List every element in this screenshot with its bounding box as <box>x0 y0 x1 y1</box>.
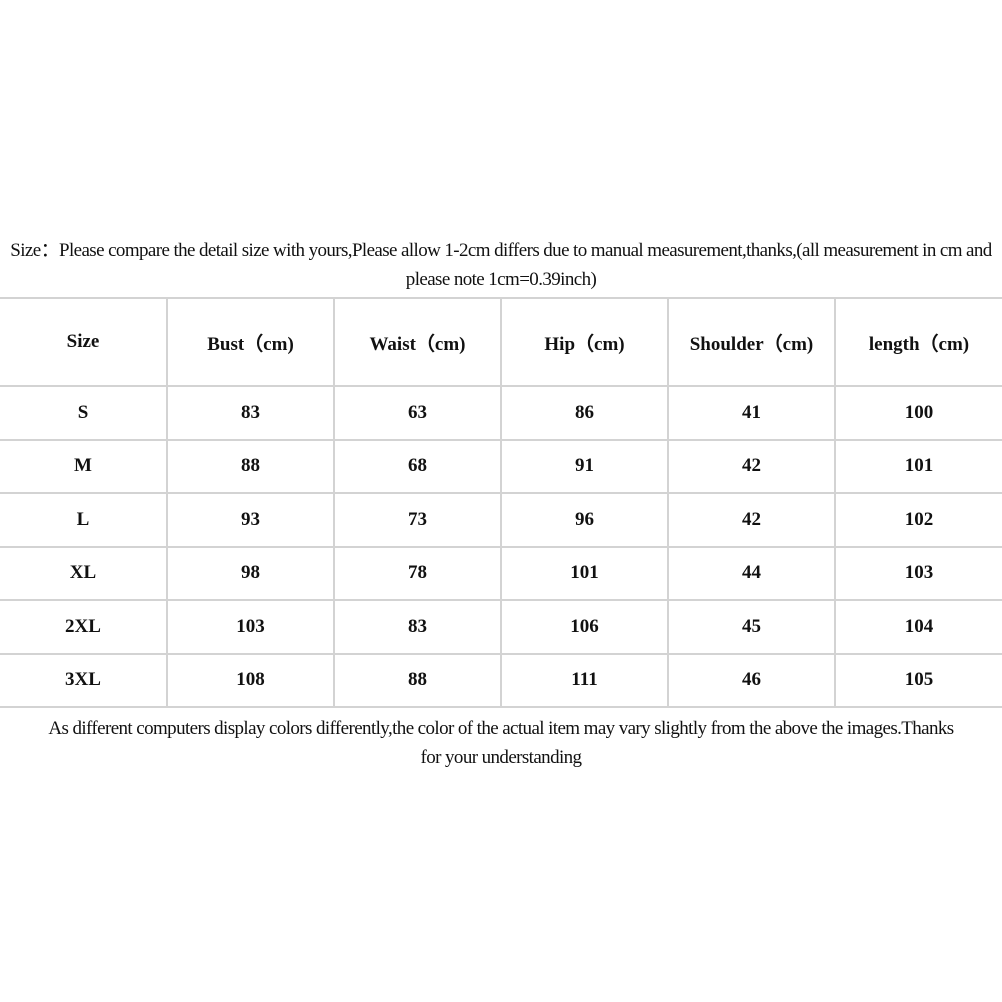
table-cell: 101 <box>834 438 1002 494</box>
table-cell: 73 <box>333 492 502 548</box>
table-cell: 41 <box>667 385 836 441</box>
table-cell: 96 <box>500 492 669 548</box>
size-chart-table: Size Bust（cm) Waist（cm) Hip（cm) Shoulder（cm)… <box>0 297 1002 708</box>
table-cell: 105 <box>834 652 1002 708</box>
table-cell: XL <box>0 545 168 601</box>
column-header: Shoulder（cm) <box>667 297 836 387</box>
table-cell: 46 <box>667 652 836 708</box>
table-cell: 2XL <box>0 599 168 655</box>
column-header: Bust（cm) <box>166 297 335 387</box>
table-cell: 83 <box>166 385 335 441</box>
table-cell: 88 <box>333 652 502 708</box>
table-cell: 103 <box>834 545 1002 601</box>
table-cell: 98 <box>166 545 335 601</box>
table-cell: 104 <box>834 599 1002 655</box>
table-cell: 102 <box>834 492 1002 548</box>
table-cell: 91 <box>500 438 669 494</box>
table-cell: 106 <box>500 599 669 655</box>
table-row: S 83 63 86 41 100 <box>0 385 1002 441</box>
table-cell: 68 <box>333 438 502 494</box>
table-row: L 93 73 96 42 102 <box>0 492 1002 548</box>
table-cell: 86 <box>500 385 669 441</box>
table-cell: 101 <box>500 545 669 601</box>
table-cell: 78 <box>333 545 502 601</box>
table-cell: 45 <box>667 599 836 655</box>
table-cell: 100 <box>834 385 1002 441</box>
table-cell: 83 <box>333 599 502 655</box>
table-cell: 88 <box>166 438 335 494</box>
table-cell: 108 <box>166 652 335 708</box>
table-row: 2XL 103 83 106 45 104 <box>0 599 1002 655</box>
column-header: length（cm) <box>834 297 1002 387</box>
table-cell: M <box>0 438 168 494</box>
table-cell: L <box>0 492 168 548</box>
table-cell: 42 <box>667 438 836 494</box>
table-cell: 3XL <box>0 652 168 708</box>
table-row: 3XL 108 88 111 46 105 <box>0 652 1002 708</box>
table-cell: 111 <box>500 652 669 708</box>
column-header: Size <box>0 297 168 387</box>
table-cell: S <box>0 385 168 441</box>
table-row: M 88 68 91 42 101 <box>0 438 1002 494</box>
table-cell: 63 <box>333 385 502 441</box>
color-disclaimer: As different computers display colors di… <box>48 718 954 768</box>
table-cell: 93 <box>166 492 335 548</box>
table-row: XL 98 78 101 44 103 <box>0 545 1002 601</box>
size-note: Size：Please compare the detail size with… <box>10 240 992 290</box>
column-header: Waist（cm) <box>333 297 502 387</box>
column-header: Hip（cm) <box>500 297 669 387</box>
table-header-row: Size Bust（cm) Waist（cm) Hip（cm) Shoulder（cm)… <box>0 297 1002 387</box>
table-cell: 42 <box>667 492 836 548</box>
table-cell: 103 <box>166 599 335 655</box>
table-cell: 44 <box>667 545 836 601</box>
